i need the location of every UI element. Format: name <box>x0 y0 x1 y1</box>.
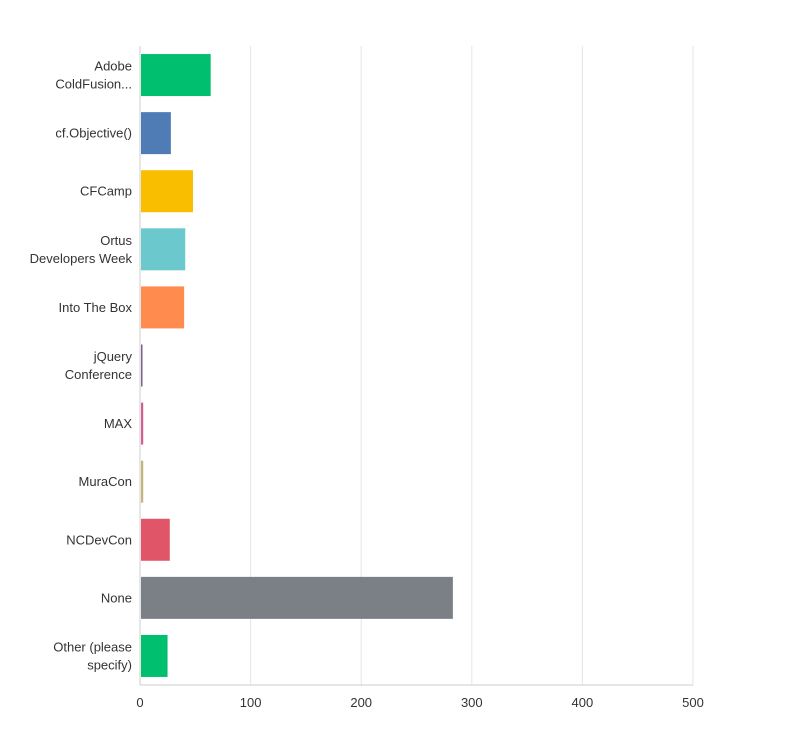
category-label-2: CFCamp <box>80 184 132 199</box>
bar-7 <box>141 460 144 503</box>
category-label-3: Ortus Developers Week <box>30 233 133 266</box>
category-label-9: None <box>101 590 132 605</box>
bar-layer <box>141 54 453 677</box>
bar-6 <box>141 402 144 445</box>
bar-1 <box>141 112 171 155</box>
category-label-10: Other (please specify) <box>53 639 132 672</box>
bar-4 <box>141 286 185 329</box>
x-tick-label-400: 400 <box>572 695 594 710</box>
bar-10 <box>141 634 168 677</box>
bar-8 <box>141 518 170 561</box>
category-label-6: MAX <box>104 416 133 431</box>
bar-5 <box>141 344 143 387</box>
bar-2 <box>141 170 193 213</box>
category-label-8: NCDevCon <box>66 532 132 547</box>
category-label-4: Into The Box <box>59 300 133 315</box>
label-layer: 0 100 200 300 400 500 Adobe ColdFusion... cf.Obj… <box>30 59 704 710</box>
category-label-1: cf.Objective() <box>55 126 132 141</box>
bar-0 <box>141 54 211 97</box>
x-tick-label-0: 0 <box>136 695 143 710</box>
x-tick-label-200: 200 <box>350 695 372 710</box>
x-tick-label-300: 300 <box>461 695 483 710</box>
bar-9 <box>141 576 453 619</box>
axis-layer <box>139 46 693 686</box>
bar-3 <box>141 228 186 271</box>
category-label-7: MuraCon <box>79 474 132 489</box>
category-label-0: Adobe ColdFusion... <box>55 59 132 92</box>
x-tick-label-100: 100 <box>240 695 262 710</box>
x-tick-label-500: 500 <box>682 695 704 710</box>
category-label-5: jQuery Conference <box>65 349 133 382</box>
